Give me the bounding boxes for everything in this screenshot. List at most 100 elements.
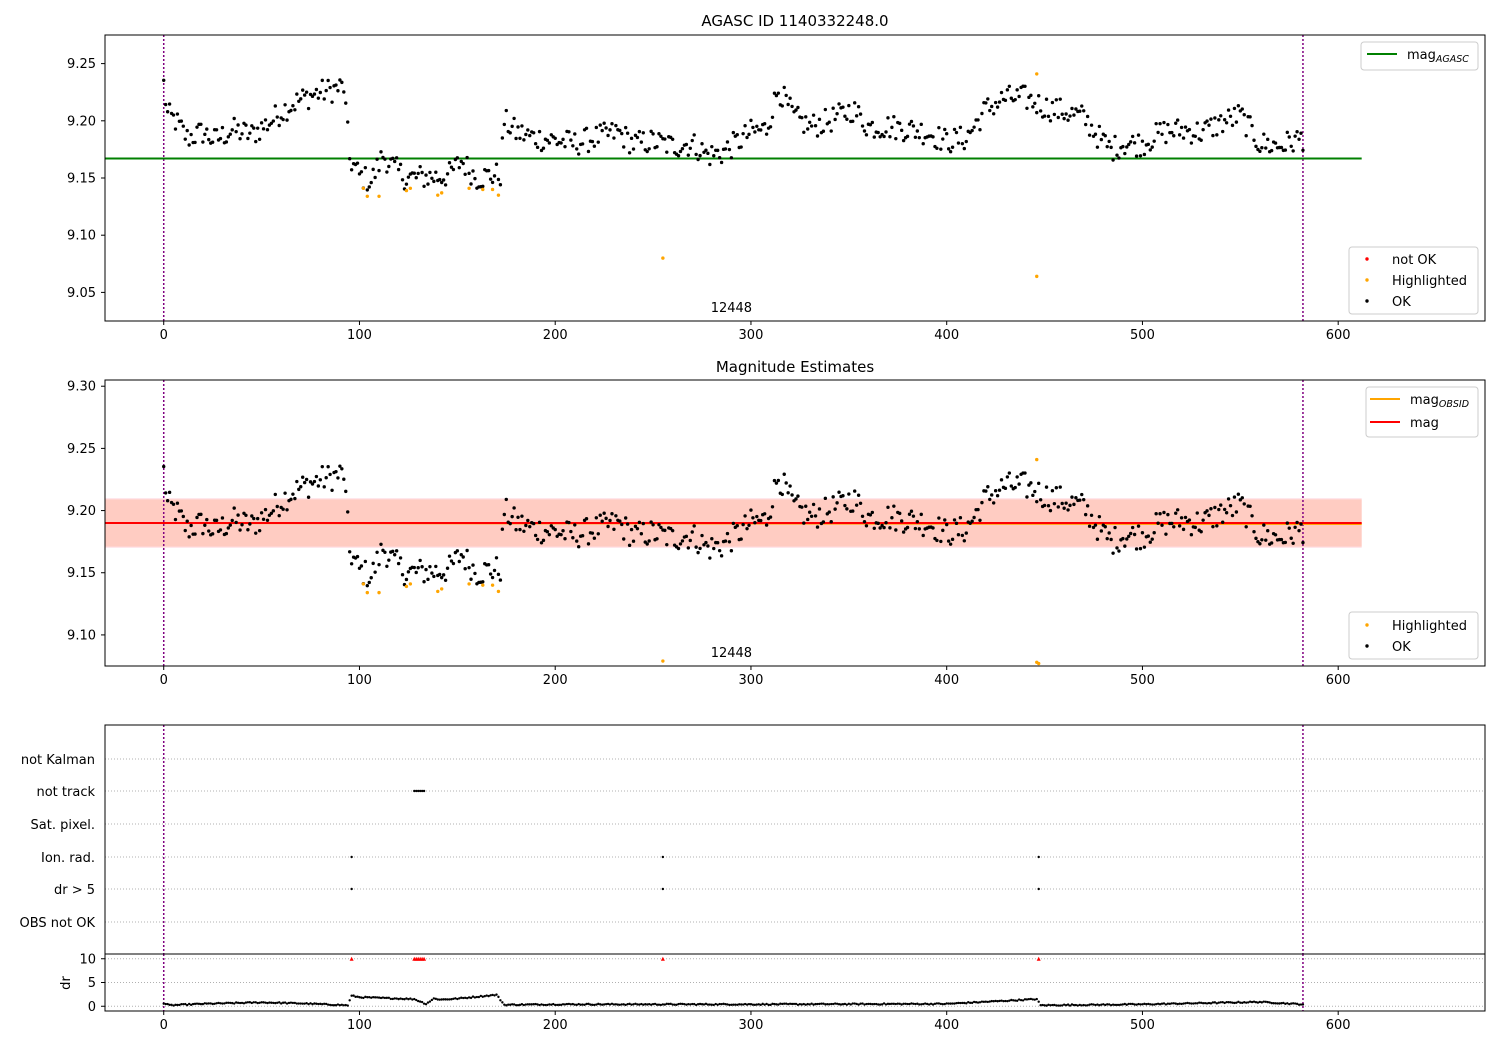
ok-point <box>1199 530 1203 534</box>
ok-point <box>580 534 585 538</box>
ok-point <box>945 132 949 136</box>
flag-point <box>661 855 665 859</box>
dr-point <box>669 1002 672 1006</box>
dr-point <box>1164 1003 1168 1006</box>
dr-point <box>332 1004 336 1007</box>
dr-point <box>675 1003 678 1006</box>
dr-point <box>927 1003 931 1006</box>
ok-point <box>1130 525 1135 530</box>
ok-point <box>1283 540 1288 545</box>
y-tick-label: 9.15 <box>67 172 96 187</box>
ok-point <box>835 112 839 116</box>
dr-point <box>599 1003 602 1006</box>
y-tick-label: 9.10 <box>67 628 96 643</box>
ok-point <box>281 117 285 122</box>
ok-point <box>796 494 800 498</box>
dr-point <box>1137 1002 1140 1006</box>
y-tick-label: 9.20 <box>67 504 96 519</box>
ok-point <box>800 115 804 120</box>
ok-point <box>1003 486 1008 491</box>
dr-clipped-marker <box>349 956 354 961</box>
ok-point <box>935 538 939 543</box>
ok-point <box>1234 510 1239 514</box>
ok-point <box>1164 532 1168 536</box>
ok-point <box>1066 508 1070 512</box>
y-tick-label: 9.15 <box>67 566 96 581</box>
highlighted-point <box>361 582 366 586</box>
ok-point <box>355 161 360 165</box>
legend-label: mag <box>1410 416 1439 431</box>
ok-point <box>1125 145 1129 149</box>
ok-point <box>764 132 769 136</box>
dr-point <box>835 1002 839 1005</box>
dr-point <box>501 1001 504 1004</box>
dr-point <box>849 1003 852 1006</box>
dr-point <box>309 1002 312 1005</box>
ok-point <box>986 485 990 489</box>
dr-point <box>1250 1000 1254 1004</box>
ok-point <box>545 138 550 142</box>
dr-point <box>624 1003 627 1007</box>
dr-point <box>1286 1002 1289 1005</box>
ok-point <box>342 90 346 94</box>
ok-point <box>610 122 614 126</box>
ok-point <box>823 107 828 112</box>
ok-point <box>939 539 943 544</box>
ok-point <box>1232 495 1237 499</box>
dr-point <box>554 1003 557 1007</box>
ok-point <box>248 522 252 526</box>
highlighted-point <box>661 256 665 260</box>
ok-point <box>858 112 863 116</box>
ok-point <box>516 125 520 129</box>
dr-point <box>720 1002 723 1006</box>
ok-point <box>584 516 589 521</box>
ok-point <box>978 518 982 522</box>
dr-point <box>436 998 439 1001</box>
ok-point <box>618 128 622 133</box>
ok-point <box>1060 112 1064 116</box>
ok-point <box>471 169 475 173</box>
dr-point <box>732 1003 735 1006</box>
ok-point <box>937 125 941 130</box>
ok-point <box>594 516 599 520</box>
dr-point <box>1102 1003 1105 1006</box>
ok-point <box>330 488 334 492</box>
dr-point <box>847 1002 851 1006</box>
ok-point <box>265 128 270 132</box>
ok-point <box>500 527 505 531</box>
ok-point <box>1174 121 1178 125</box>
ok-point <box>326 465 330 469</box>
ok-point <box>263 118 268 122</box>
dr-point <box>1180 1002 1183 1006</box>
ok-point <box>373 175 377 180</box>
ok-point <box>1027 483 1031 487</box>
dr-point <box>943 1002 946 1006</box>
dr-point <box>1033 998 1036 1001</box>
ok-point <box>537 129 542 134</box>
ok-point <box>1150 537 1154 541</box>
dr-point <box>350 994 353 997</box>
ok-point <box>1179 516 1184 520</box>
dr-point <box>657 1003 661 1006</box>
ok-point <box>862 129 867 133</box>
ok-point <box>1109 145 1113 150</box>
ok-point <box>494 556 499 560</box>
ok-point <box>727 540 732 544</box>
ok-point <box>385 564 389 568</box>
ok-point <box>780 492 784 497</box>
ok-point <box>772 91 777 95</box>
dr-point <box>659 1003 663 1007</box>
dr-point <box>344 1003 347 1007</box>
ok-point <box>451 561 456 566</box>
ok-point <box>226 135 231 139</box>
ok-point <box>1054 486 1059 490</box>
dr-point <box>786 1002 790 1006</box>
ok-point <box>1050 489 1055 493</box>
ok-point <box>1052 112 1057 117</box>
dr-point <box>1235 1001 1238 1004</box>
ok-point <box>907 512 912 516</box>
ok-point <box>379 150 383 154</box>
dr-point <box>822 1002 825 1005</box>
ok-point <box>467 565 471 570</box>
dr-point <box>687 1002 690 1006</box>
